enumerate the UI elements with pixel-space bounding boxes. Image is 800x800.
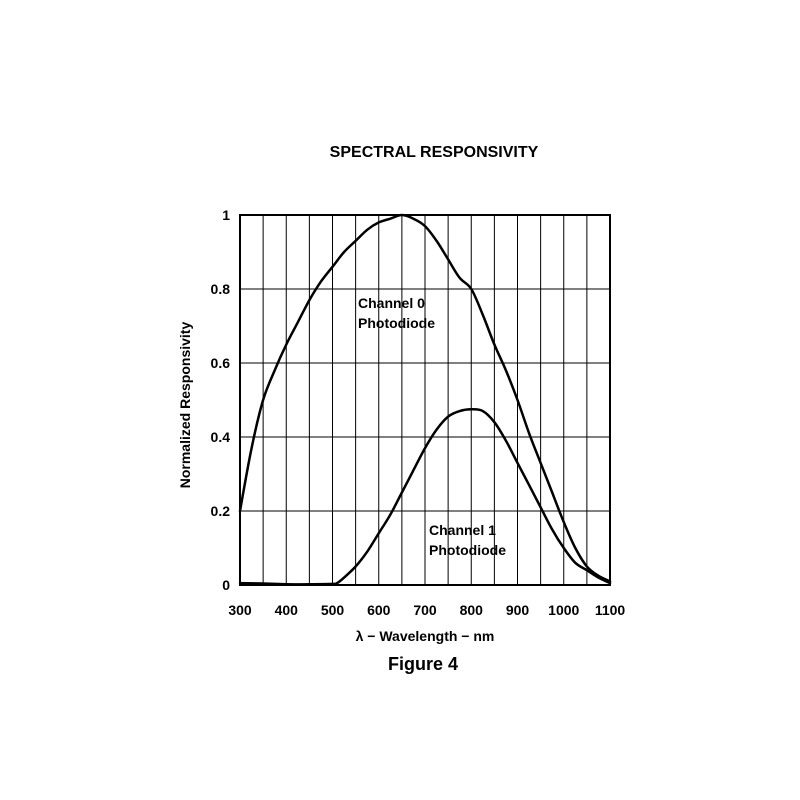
tick-labels: 300 400 500 600 700 800 900 1000 1100 0 0.2 0.4 0.6 0… [211,207,626,618]
x-tick-label: 500 [321,602,345,618]
y-tick-label: 0.6 [211,355,231,371]
grid [240,215,610,585]
x-tick-label: 400 [275,602,299,618]
series-label-channel-1: Channel 1 [429,522,496,538]
figure-caption: Figure 4 [388,654,458,674]
x-tick-label: 300 [228,602,252,618]
x-tick-label: 900 [506,602,530,618]
series-line-channel-0 [238,213,612,583]
y-tick-label: 0 [222,577,230,593]
x-tick-label: 1000 [548,602,579,618]
series-label-channel-0: Photodiode [358,315,435,331]
plot-frame [239,214,611,586]
y-tick-label: 0.2 [211,503,231,519]
x-tick-label: 600 [367,602,391,618]
chart-title: SPECTRAL RESPONSIVITY [330,144,539,161]
series-label-channel-0: Channel 0 [358,295,425,311]
series-lines [238,213,612,586]
x-axis-label: λ − Wavelength − nm [356,628,495,644]
x-tick-label: 700 [413,602,437,618]
series-line-channel-1 [238,408,612,586]
series-annotations: Channel 0 Photodiode Channel 1 Photodiode [358,295,506,558]
y-tick-label: 1 [222,207,230,223]
x-tick-label: 800 [460,602,484,618]
y-tick-label: 0.8 [211,281,231,297]
series-label-channel-1: Photodiode [429,542,506,558]
y-tick-label: 0.4 [211,429,231,445]
x-tick-label: 1100 [595,602,626,618]
y-axis-label: Normalized Responsivity [177,322,193,489]
